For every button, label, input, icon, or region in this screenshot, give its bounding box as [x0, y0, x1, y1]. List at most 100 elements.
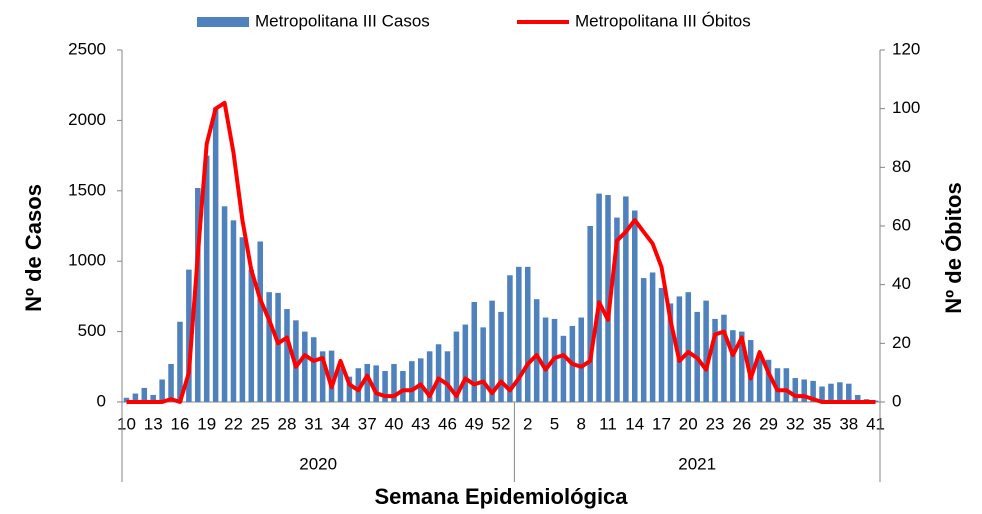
bar: [489, 300, 495, 402]
x-tick-label: 2: [523, 414, 532, 433]
bar: [400, 371, 406, 402]
x-tick-label: 8: [577, 414, 586, 433]
x-tick-label: 20: [679, 414, 698, 433]
bar: [587, 226, 593, 402]
y2-tick-label: 60: [892, 215, 911, 234]
bar: [578, 317, 585, 402]
bar: [212, 107, 219, 402]
y2-tick-label: 120: [892, 39, 920, 58]
bar: [462, 324, 469, 402]
bar: [319, 351, 326, 402]
bar: [730, 330, 736, 402]
bar: [516, 266, 522, 402]
x-tick-label: 5: [550, 414, 559, 433]
y2-tick-label: 20: [892, 333, 911, 352]
y2-axis-title: Nº de Óbitos: [941, 182, 966, 313]
y-tick-label: 2500: [68, 39, 106, 58]
bar: [533, 299, 540, 402]
legend-swatch: [197, 17, 249, 27]
bar: [596, 193, 602, 402]
bar: [623, 196, 629, 402]
bar: [141, 387, 148, 402]
bar: [524, 266, 531, 402]
bar: [756, 354, 763, 402]
bar: [337, 368, 344, 402]
bar: [302, 331, 308, 402]
bar: [765, 359, 772, 402]
bar: [872, 400, 879, 402]
x-tick-label: 26: [732, 414, 751, 433]
bar: [159, 379, 165, 402]
x-tick-label: 28: [278, 414, 297, 433]
bar: [444, 351, 451, 402]
bar: [721, 314, 727, 402]
bar: [498, 311, 504, 402]
legend-label: Metropolitana III Óbitos: [575, 11, 751, 30]
x-tick-label: 52: [492, 414, 511, 433]
x-tick-label: 43: [411, 414, 430, 433]
y-tick-label: 2000: [68, 110, 106, 129]
y-axis-title: Nº de Casos: [21, 184, 46, 312]
bar: [685, 292, 692, 402]
bar: [195, 187, 201, 402]
bar: [123, 397, 130, 402]
x-tick-label: 34: [331, 414, 350, 433]
x-tick-label: 16: [171, 414, 190, 433]
x-tick-label: 38: [839, 414, 858, 433]
bar: [560, 335, 567, 402]
bar: [417, 358, 424, 402]
bar: [203, 155, 210, 402]
y-tick-label: 1500: [68, 180, 106, 199]
x-tick-label: 40: [385, 414, 404, 433]
bar: [230, 220, 237, 402]
y-tick-label: 0: [97, 391, 106, 410]
bar: [435, 344, 442, 402]
bar: [266, 292, 272, 402]
x-tick-label: 19: [197, 414, 216, 433]
bar: [792, 378, 799, 402]
bar: [132, 393, 139, 402]
y2-tick-label: 100: [892, 98, 920, 117]
bar: [150, 394, 156, 402]
bar: [168, 363, 174, 402]
bar: [177, 321, 183, 402]
x-tick-label: 31: [304, 414, 323, 433]
x-axis-title: Semana Epidemiológica: [374, 484, 628, 509]
bar: [426, 351, 433, 402]
bar: [676, 296, 683, 402]
bar: [284, 309, 290, 402]
y2-tick-label: 0: [892, 391, 901, 410]
x-tick-label: 32: [786, 414, 805, 433]
x-tick-label: 37: [358, 414, 377, 433]
bar: [542, 317, 549, 402]
bar: [783, 368, 790, 402]
bar: [703, 300, 709, 402]
bar: [810, 380, 816, 402]
bar: [605, 195, 611, 402]
bar: [507, 275, 513, 402]
bar: [854, 394, 861, 402]
bar: [837, 382, 843, 402]
bar: [239, 237, 246, 402]
bar: [355, 368, 362, 402]
x-tick-label: 29: [759, 414, 778, 433]
bar: [739, 331, 745, 402]
bar: [471, 302, 478, 402]
x-tick-label: 11: [599, 414, 617, 433]
bar: [649, 272, 656, 402]
bar: [614, 217, 620, 402]
bar: [819, 386, 825, 402]
legend-label: Metropolitana III Casos: [255, 11, 430, 30]
bar: [453, 331, 460, 402]
y-tick-label: 1000: [68, 251, 106, 270]
bar: [310, 337, 317, 402]
x-tick-label: 35: [813, 414, 832, 433]
bar: [275, 292, 281, 402]
x-tick-label: 41: [866, 414, 885, 433]
bar: [257, 241, 263, 402]
bar: [186, 269, 192, 402]
bar: [640, 278, 647, 402]
bar: [480, 327, 486, 402]
bar: [712, 318, 718, 402]
